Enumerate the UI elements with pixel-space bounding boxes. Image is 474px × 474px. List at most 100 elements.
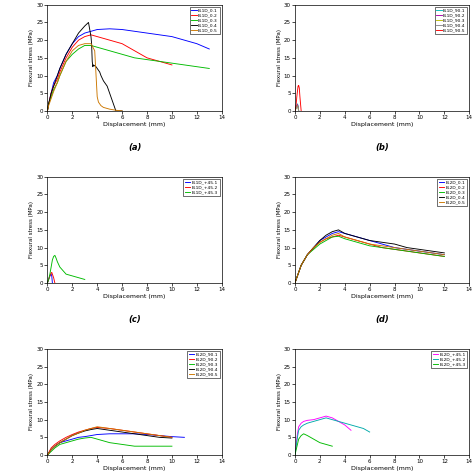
B-2D_0.2 (336, 232, 341, 238)
B-2D_0.3 (392, 246, 397, 252)
Text: (a): (a) (128, 143, 141, 152)
B-2D_+45.2 (348, 422, 354, 428)
B-1D_0.4 (98, 73, 104, 78)
Line: B-2D_0.2: B-2D_0.2 (295, 235, 444, 283)
B-1D_0.3 (46, 101, 52, 107)
B-1D_+45.1 (47, 273, 53, 279)
B-2D_90.3 (52, 445, 58, 451)
B-1D_0.4 (82, 23, 88, 29)
B-2D_0.4 (329, 229, 335, 235)
B-2D_0.3 (329, 234, 335, 240)
Line: B-1D_+45.2: B-1D_+45.2 (47, 273, 55, 283)
B-2D_0.5 (305, 252, 310, 257)
Line: B-2D_+45.3: B-2D_+45.3 (295, 434, 332, 455)
B-1D_0.3 (119, 52, 125, 57)
B-2D_90.5 (107, 426, 112, 431)
B-1D_90.2 (296, 108, 301, 114)
B-2D_90.2 (82, 428, 88, 433)
B-2D_+45.1 (305, 418, 310, 423)
B-1D_0.4 (96, 67, 101, 73)
B-2D_90.5 (70, 433, 75, 438)
B-2D_90.1 (82, 434, 88, 439)
B-1D_0.4 (51, 83, 56, 89)
B-1D_+45.3 (76, 275, 82, 281)
B-1D_90.2 (294, 103, 300, 109)
B-1D_90.2 (295, 103, 301, 109)
B-2D_+45.1 (336, 419, 341, 424)
Line: B-1D_90.2: B-1D_90.2 (295, 105, 299, 111)
B-1D_+45.2 (52, 280, 58, 286)
B-2D_90.5 (52, 443, 58, 449)
B-2D_90.3 (48, 449, 54, 455)
B-2D_+45.1 (311, 417, 317, 422)
B-1D_0.3 (76, 46, 82, 52)
B-1D_+45.2 (47, 273, 53, 279)
B-1D_90.1 (295, 103, 301, 109)
B-2D_90.1 (119, 431, 125, 437)
B-1D_0.3 (194, 64, 200, 70)
B-2D_90.4 (63, 436, 69, 442)
B-2D_0.4 (355, 234, 360, 240)
B-1D_+45.3 (50, 257, 55, 263)
B-1D_+45.1 (50, 280, 55, 286)
B-2D_0.2 (298, 263, 304, 268)
B-2D_90.4 (132, 431, 137, 437)
B-2D_0.4 (311, 245, 317, 250)
B-1D_0.2 (48, 91, 54, 96)
B-1D_+45.3 (46, 277, 52, 283)
B-2D_90.2 (57, 438, 63, 444)
B-2D_+45.3 (311, 436, 317, 442)
B-1D_0.2 (119, 41, 125, 46)
B-2D_90.3 (107, 440, 112, 446)
B-1D_0.1 (182, 37, 187, 43)
B-1D_+45.3 (57, 264, 63, 270)
B-1D_0.1 (169, 34, 175, 39)
B-1D_0.2 (46, 101, 52, 107)
B-1D_90.3 (294, 104, 300, 109)
B-2D_0.1 (329, 230, 335, 236)
B-2D_0.5 (298, 263, 304, 268)
B-1D_90.4 (292, 108, 298, 114)
B-2D_+45.1 (293, 442, 299, 447)
B-1D_0.1 (46, 101, 52, 107)
B-1D_0.4 (88, 34, 94, 39)
B-1D_0.1 (45, 108, 50, 114)
B-2D_+45.2 (301, 422, 307, 428)
B-1D_0.1 (70, 41, 75, 46)
B-1D_0.4 (90, 64, 96, 70)
B-2D_+45.1 (323, 413, 329, 419)
B-2D_0.3 (323, 237, 329, 243)
B-2D_90.1 (70, 436, 75, 442)
B-1D_0.3 (63, 58, 69, 64)
B-1D_0.2 (132, 48, 137, 54)
Y-axis label: Flexural stress (MPa): Flexural stress (MPa) (29, 374, 34, 430)
B-2D_0.3 (294, 273, 300, 279)
Text: (d): (d) (375, 315, 389, 324)
B-1D_0.4 (76, 30, 82, 36)
B-2D_+45.2 (293, 443, 299, 449)
B-2D_0.2 (367, 241, 373, 247)
B-1D_+45.2 (45, 280, 50, 286)
B-2D_90.4 (169, 435, 175, 441)
B-2D_90.4 (94, 426, 100, 431)
B-2D_0.2 (317, 239, 323, 245)
B-1D_0.1 (51, 80, 56, 85)
B-1D_0.5 (51, 89, 56, 94)
Line: B-1D_0.5: B-1D_0.5 (47, 44, 122, 111)
B-2D_0.3 (305, 252, 310, 257)
B-2D_90.2 (169, 435, 175, 440)
B-1D_0.4 (70, 41, 75, 46)
Line: B-2D_+45.2: B-2D_+45.2 (295, 418, 370, 455)
B-2D_0.5 (294, 273, 300, 279)
Line: B-1D_+45.3: B-1D_+45.3 (47, 255, 85, 283)
B-2D_0.2 (392, 246, 397, 252)
B-1D_+45.2 (48, 270, 54, 276)
B-2D_0.4 (441, 250, 447, 256)
B-2D_0.4 (417, 246, 422, 252)
B-1D_+45.3 (70, 273, 75, 279)
B-1D_0.5 (100, 105, 106, 110)
B-2D_+45.3 (294, 442, 300, 447)
B-2D_90.1 (52, 443, 58, 449)
B-2D_+45.1 (292, 452, 298, 458)
B-2D_0.3 (404, 248, 410, 254)
